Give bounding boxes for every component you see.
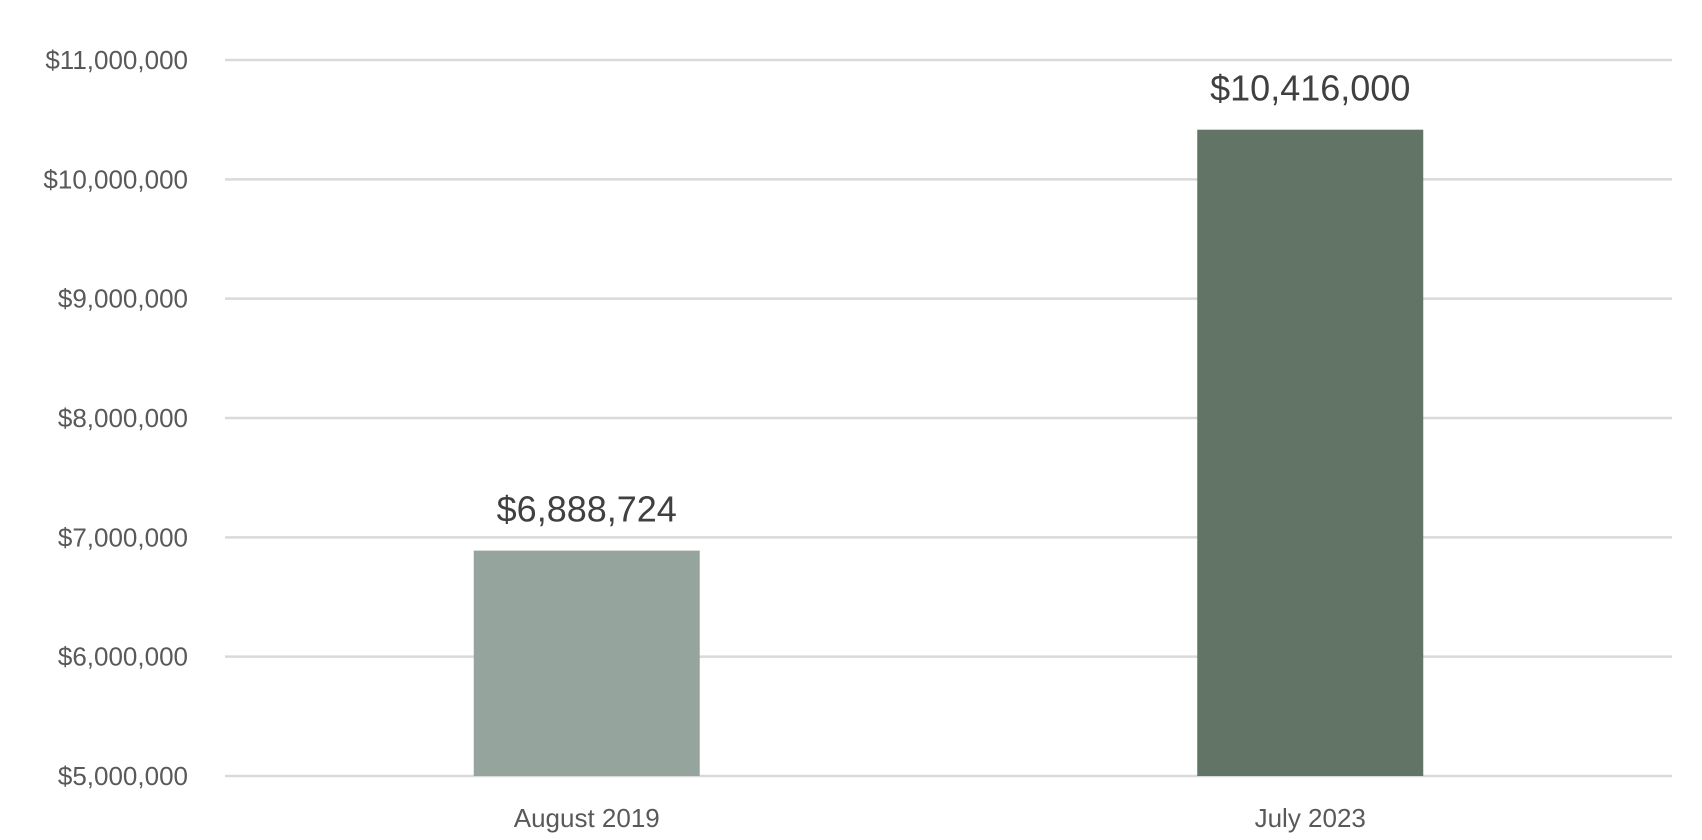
x-category-label: August 2019 xyxy=(514,803,660,833)
data-label: $10,416,000 xyxy=(1210,68,1410,109)
data-label: $6,888,724 xyxy=(497,489,677,530)
gridlines xyxy=(225,58,1672,778)
y-tick-label: $11,000,000 xyxy=(45,45,188,75)
y-tick-label: $10,000,000 xyxy=(43,164,188,194)
x-category-label: July 2023 xyxy=(1255,803,1366,833)
x-axis-category-labels: August 2019 July 2023 xyxy=(514,803,1366,833)
y-tick-label: $8,000,000 xyxy=(58,403,188,433)
y-tick-label: $6,000,000 xyxy=(58,642,188,672)
bar xyxy=(473,550,700,776)
y-axis-tick-labels: $5,000,000 $6,000,000 $7,000,000 $8,000,000… xyxy=(43,45,188,791)
bar xyxy=(1197,129,1424,776)
bars xyxy=(473,129,1424,776)
y-tick-label: $5,000,000 xyxy=(58,761,188,791)
y-tick-label: $7,000,000 xyxy=(58,522,188,552)
data-labels: $6,888,724 $10,416,000 xyxy=(497,68,1411,530)
y-tick-label: $9,000,000 xyxy=(58,284,188,314)
